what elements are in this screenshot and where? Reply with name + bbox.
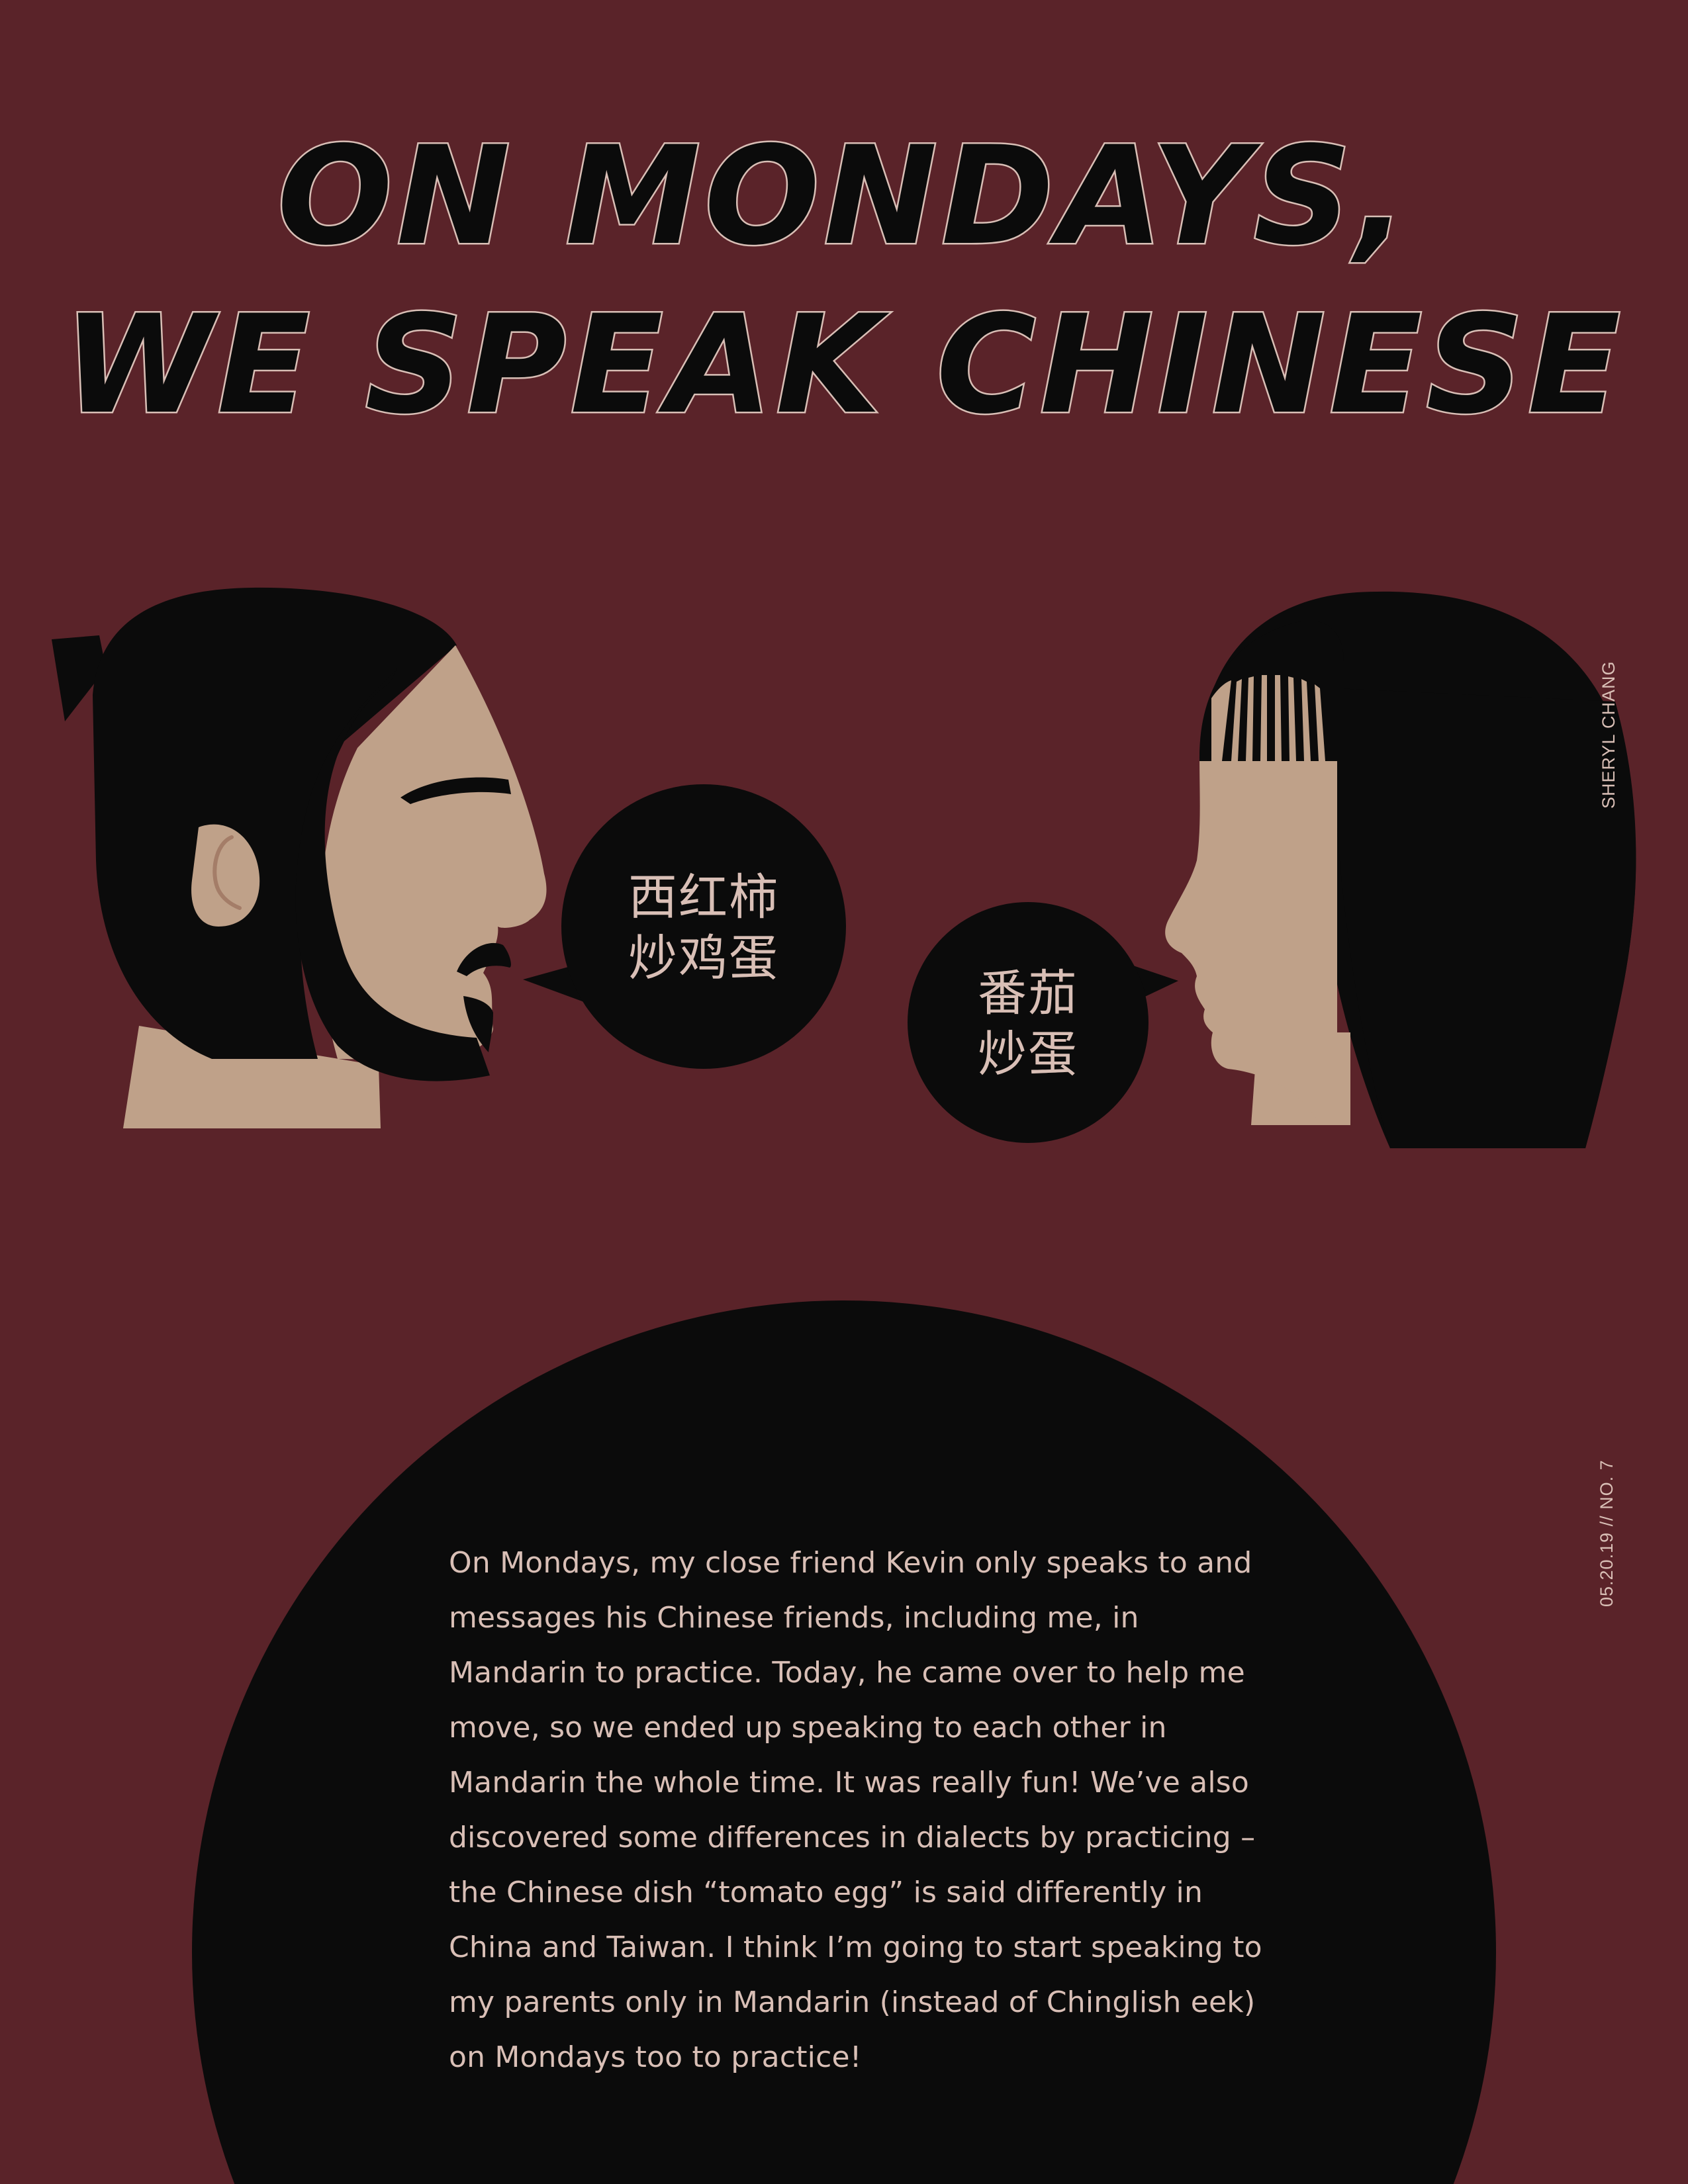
right-bubble-line-1: 番茄 (978, 965, 1078, 1022)
text-circle-backdrop (192, 1300, 1496, 2184)
title-line-1: ON MONDAYS, (275, 116, 1411, 277)
left-speech-bubble (523, 784, 846, 1069)
title-line-2: WE SPEAK CHINESE (62, 285, 1624, 446)
left-bubble-line-1: 西红柿 (628, 869, 779, 926)
man-profile-icon (52, 587, 547, 1128)
left-bubble-text: 西红柿 炒鸡蛋 (598, 867, 810, 989)
left-bubble-line-2: 炒鸡蛋 (628, 930, 779, 987)
author-credit: SHERYL CHANG (1599, 660, 1618, 809)
page-title: ON MONDAYS, WE SPEAK CHINESE (0, 113, 1688, 450)
story-text: On Mondays, my close friend Kevin only s… (449, 1546, 1262, 2074)
issue-date: 05.20.19 // NO. 7 (1597, 1459, 1617, 1607)
right-bubble-text: 番茄 炒蛋 (935, 963, 1121, 1085)
right-bubble-line-2: 炒蛋 (978, 1026, 1078, 1083)
right-speech-bubble (908, 902, 1178, 1143)
woman-profile-icon (1165, 591, 1636, 1148)
